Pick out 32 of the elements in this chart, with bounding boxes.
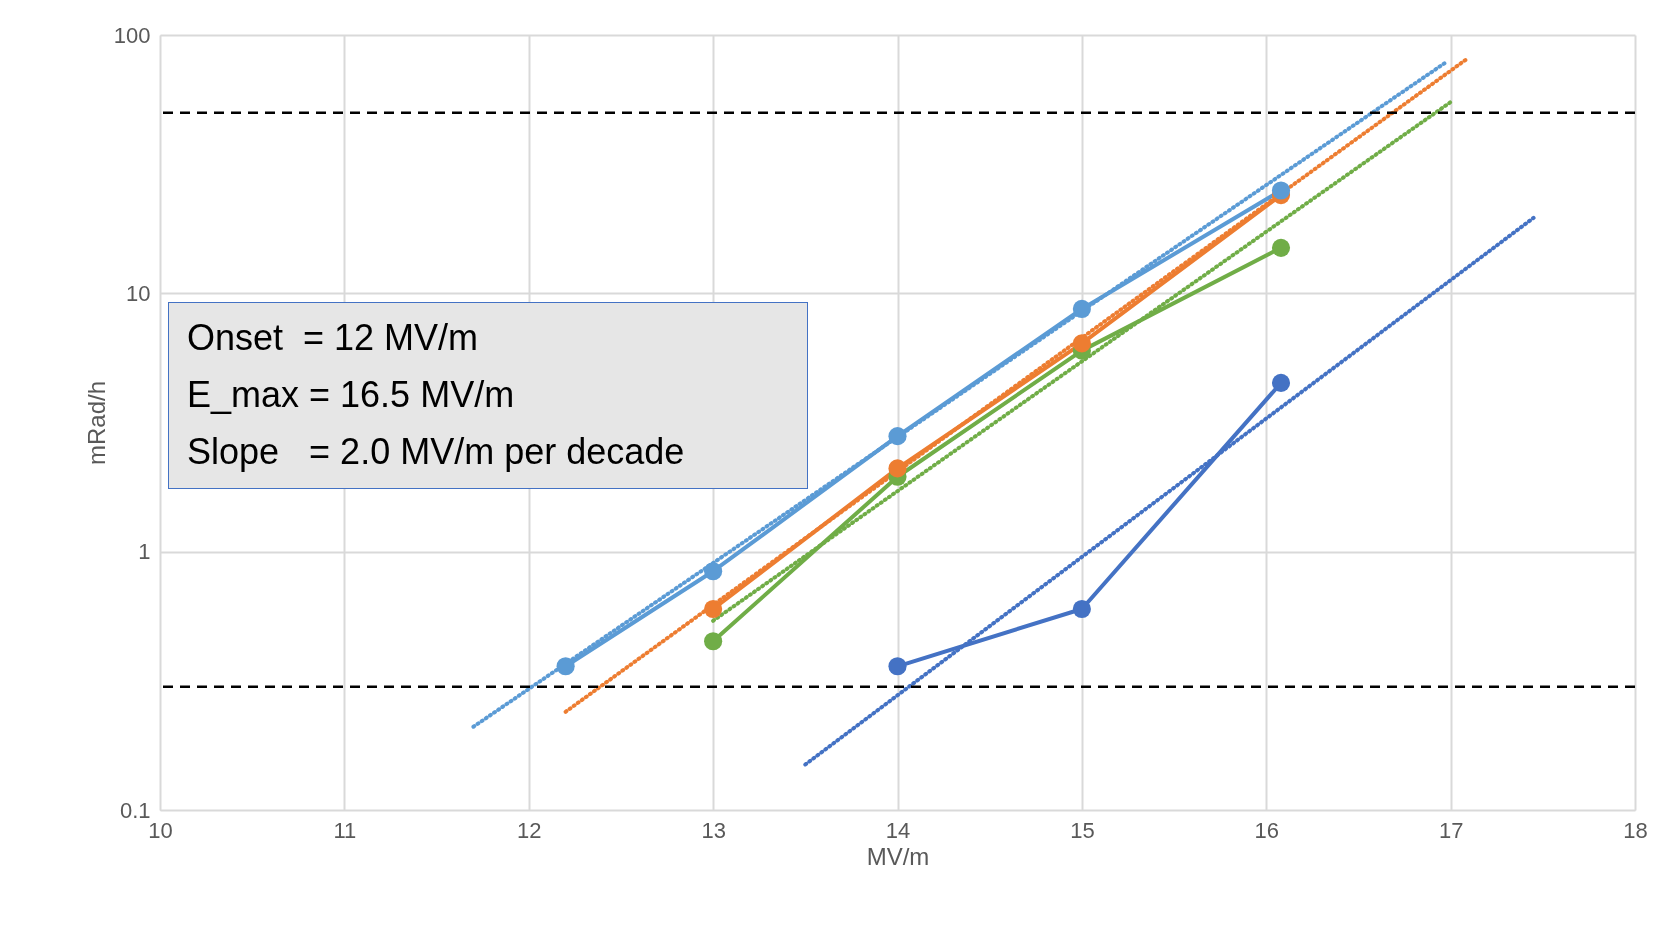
annotation: E_max = 16.5 MV/m	[187, 373, 516, 417]
point	[704, 599, 723, 619]
point	[888, 657, 907, 676]
x-tick-label: 11	[333, 817, 357, 843]
point	[1271, 238, 1291, 257]
x-tick-label: 12	[517, 817, 542, 843]
point	[556, 657, 575, 676]
point	[888, 459, 907, 478]
x-tick-label: 18	[1623, 817, 1648, 843]
y-axis-title: mRad/h	[82, 380, 110, 466]
x-tick-label: 14	[885, 817, 911, 843]
point	[888, 427, 907, 446]
x-tick-label: 15	[1070, 817, 1095, 843]
y-tick-label: 100	[113, 22, 151, 48]
y-tick-label: 1	[138, 539, 151, 565]
point	[704, 632, 723, 651]
x-tick-label: 16	[1254, 817, 1279, 843]
point	[1072, 334, 1091, 353]
x-axis-title: MV/m	[866, 842, 930, 870]
point	[1072, 299, 1091, 319]
point	[1271, 373, 1291, 392]
y-tick-label: 10	[126, 280, 151, 306]
point	[1271, 181, 1291, 200]
y-tick-label: 0.1	[119, 797, 151, 823]
annotation: Slope = 2.0 MV/m per decade	[187, 430, 686, 474]
x-tick-label: 10	[148, 817, 173, 843]
x-tick-label: 13	[701, 817, 726, 843]
point	[1072, 599, 1091, 619]
point	[704, 562, 723, 581]
text-box: Onset = 12 MV/m E_max = 16.5 MV/m Slope = 2.0 MV/m per decade	[168, 302, 808, 489]
x-tick-label: 17	[1438, 817, 1464, 843]
annotation: Onset = 12 MV/m	[187, 316, 480, 360]
